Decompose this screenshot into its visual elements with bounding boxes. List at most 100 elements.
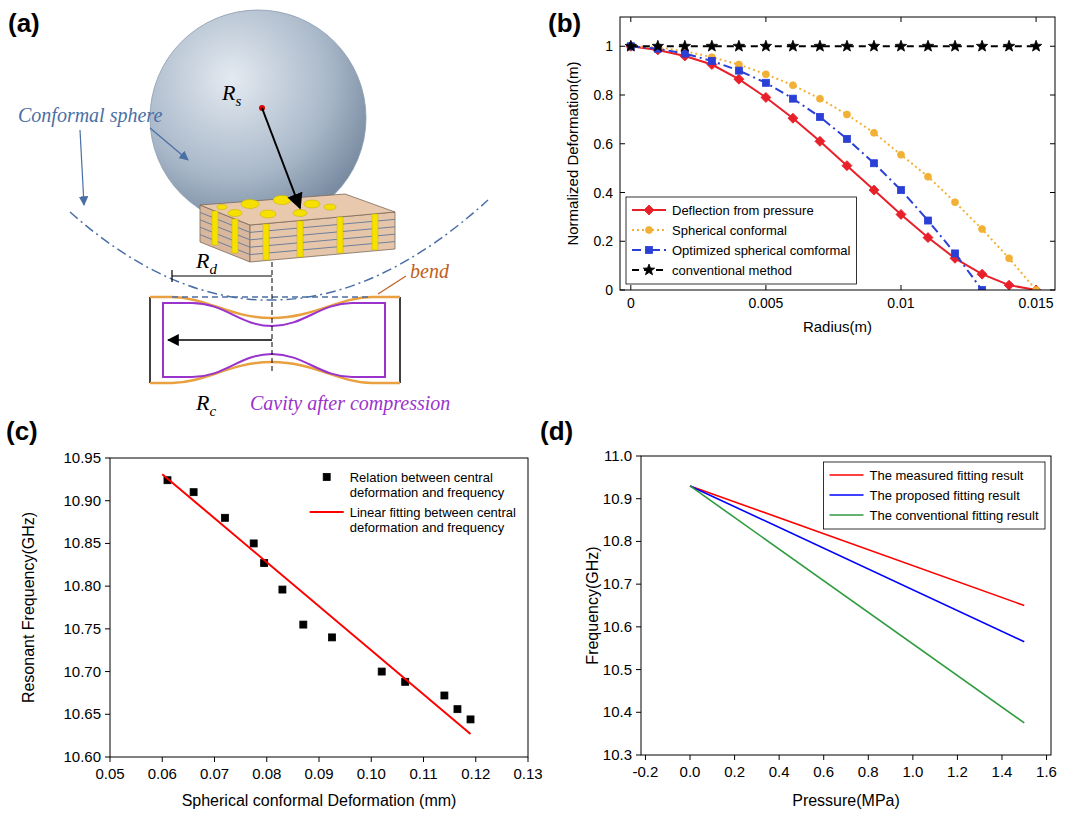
data-point xyxy=(652,40,663,51)
electrode xyxy=(260,210,276,218)
legend-line: Linear fitting between central xyxy=(350,505,516,520)
y-tick-label: 10.90 xyxy=(63,492,101,509)
data-point xyxy=(949,40,960,51)
legend-swatch xyxy=(643,264,654,275)
x-tick xyxy=(1036,17,1037,22)
data-point xyxy=(1031,285,1041,290)
data-point xyxy=(789,95,796,102)
x-tick xyxy=(868,755,869,760)
y-axis-title: Frequency(GHz) xyxy=(584,546,601,664)
figure: (a)RsConformal sphereRdRcbendCavity afte… xyxy=(0,0,1075,825)
dimension-arrow xyxy=(168,339,272,341)
data-point xyxy=(762,71,769,78)
data-point xyxy=(735,67,742,74)
deform-radius-label: Rd xyxy=(195,248,217,277)
data-point xyxy=(976,40,987,51)
wall xyxy=(149,297,151,383)
data-point xyxy=(814,40,825,51)
y-tick xyxy=(620,143,625,144)
x-tick xyxy=(214,757,215,762)
x-tick-label: 0.08 xyxy=(252,765,281,782)
data-point xyxy=(843,135,850,142)
y-tick xyxy=(636,456,641,457)
x-tick-label: 0.11 xyxy=(409,765,437,782)
legend-swatch xyxy=(323,474,330,481)
y-axis-title: Normalized Deformation(m) xyxy=(564,61,581,245)
data-point xyxy=(706,40,717,51)
y-tick xyxy=(636,669,641,670)
y-tick-label: 10.70 xyxy=(63,663,101,680)
legend-label: Optimized spherical comformal xyxy=(672,243,851,258)
via xyxy=(372,214,378,250)
chart-panel: (d)-0.20.00.20.40.60.81.01.21.41.610.310… xyxy=(540,416,1057,809)
legend-box xyxy=(626,197,857,284)
x-tick xyxy=(630,17,631,22)
electrode xyxy=(273,196,291,205)
data-point xyxy=(221,514,228,521)
data-point xyxy=(816,95,823,102)
via xyxy=(337,217,343,253)
panel-letter: (d) xyxy=(540,416,573,446)
data-point xyxy=(378,668,385,675)
x-tick-label: 0.12 xyxy=(461,765,490,782)
y-tick xyxy=(1050,192,1055,193)
data-point xyxy=(329,634,336,641)
legend-line: Optimized spherical comformal xyxy=(672,243,851,258)
x-tick-label: 0.06 xyxy=(148,765,177,782)
y-tick xyxy=(105,500,110,501)
x-tick xyxy=(528,757,529,762)
x-tick-label: 1.6 xyxy=(1036,763,1057,780)
data-point xyxy=(250,540,257,547)
y-tick-label: 0.2 xyxy=(594,233,614,249)
y-tick-label: 10.5 xyxy=(603,661,632,678)
data-point xyxy=(816,113,823,120)
legend-line: The conventional fitting result xyxy=(870,508,1039,523)
y-tick xyxy=(1050,241,1055,242)
data-point xyxy=(680,51,690,61)
x-tick-label: 1.0 xyxy=(902,763,923,780)
y-tick xyxy=(636,541,641,542)
legend: The measured fitting resultThe proposed … xyxy=(824,462,1045,529)
y-tick-label: 10.75 xyxy=(63,620,101,637)
subscript: d xyxy=(209,261,217,277)
x-tick-label: 0.07 xyxy=(200,765,229,782)
panel-letter: (a) xyxy=(8,8,40,38)
x-tick-label: 0.13 xyxy=(513,765,542,782)
data-point xyxy=(815,136,825,146)
y-tick-label: 10.80 xyxy=(63,577,101,594)
y-tick-label: 0.8 xyxy=(594,87,614,103)
legend-line: conventional method xyxy=(672,263,792,278)
legend-swatch xyxy=(646,247,653,254)
data-point xyxy=(843,111,850,118)
y-tick-label: 10.3 xyxy=(603,746,632,763)
x-tick xyxy=(630,285,631,290)
subscript: c xyxy=(209,403,216,419)
x-tick xyxy=(690,755,691,760)
via xyxy=(232,219,238,253)
y-tick xyxy=(620,46,625,47)
y-tick-label: 10.85 xyxy=(63,534,101,551)
x-tick xyxy=(957,755,958,760)
x-tick xyxy=(423,757,424,762)
panel-letter: (c) xyxy=(6,416,38,446)
plot-frame xyxy=(641,456,1051,755)
legend-line: Relation between central xyxy=(350,470,493,485)
via xyxy=(263,224,269,260)
chart-panel: (c)0.050.060.070.080.090.100.110.120.131… xyxy=(6,416,543,809)
symbol: R xyxy=(221,80,236,105)
legend-swatch xyxy=(310,511,344,513)
x-tick-label: -0.2 xyxy=(633,763,659,780)
y-tick xyxy=(636,626,641,627)
series-line xyxy=(631,46,1036,290)
cavity-label: Cavity after compression xyxy=(250,392,450,415)
pointer xyxy=(80,130,84,205)
x-tick-label: 1.2 xyxy=(947,763,968,780)
data-point xyxy=(979,226,986,233)
x-tick xyxy=(162,757,163,762)
y-tick xyxy=(1050,143,1055,144)
x-axis-title: Spherical conformal Deformation (mm) xyxy=(182,792,457,809)
electrode xyxy=(304,200,320,208)
data-point xyxy=(923,233,933,243)
data-point xyxy=(762,79,769,86)
legend-label: Deflection from pressure xyxy=(672,203,814,218)
